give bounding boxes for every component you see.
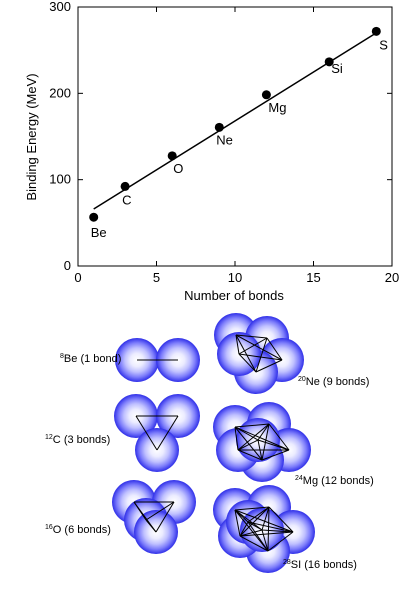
x-tick-label: 20 bbox=[385, 270, 399, 285]
y-tick-label: 100 bbox=[49, 172, 71, 187]
bond bbox=[268, 506, 294, 533]
cluster-label-si: 28SI (16 bonds) bbox=[283, 559, 357, 571]
cluster-label-ne: 20Ne (9 bonds) bbox=[298, 376, 369, 388]
bond bbox=[257, 423, 270, 441]
bond bbox=[238, 353, 283, 361]
cluster-c bbox=[114, 394, 200, 472]
bond bbox=[235, 334, 268, 339]
bond bbox=[239, 521, 249, 537]
bond bbox=[247, 506, 270, 523]
bond bbox=[135, 415, 158, 451]
cluster-o bbox=[112, 480, 196, 554]
data-point-o bbox=[167, 151, 177, 161]
bond bbox=[155, 501, 175, 533]
bond bbox=[267, 506, 270, 552]
bond bbox=[255, 337, 268, 373]
bond bbox=[247, 521, 269, 552]
point-label-si: Si bbox=[331, 61, 343, 76]
point-label-mg: Mg bbox=[268, 100, 286, 115]
point-label-s: S bbox=[379, 37, 388, 52]
y-tick-label: 200 bbox=[49, 85, 71, 100]
bond bbox=[237, 423, 270, 451]
plot-frame bbox=[77, 6, 393, 267]
bond bbox=[267, 531, 294, 552]
bond bbox=[145, 501, 175, 521]
bond bbox=[237, 439, 259, 451]
bond bbox=[261, 529, 269, 552]
y-tick-label: 300 bbox=[49, 0, 71, 14]
data-point-s bbox=[371, 26, 381, 36]
y-tick-label: 0 bbox=[64, 258, 71, 273]
bond bbox=[247, 521, 263, 531]
x-tick-label: 10 bbox=[228, 270, 242, 285]
cluster-be bbox=[115, 338, 200, 382]
data-point-mg bbox=[261, 90, 271, 100]
bond bbox=[234, 426, 259, 441]
cluster-ne bbox=[214, 313, 304, 394]
bond bbox=[235, 334, 257, 373]
bond bbox=[238, 337, 268, 355]
bond bbox=[239, 506, 270, 537]
point-label-ne: Ne bbox=[216, 132, 233, 147]
bond bbox=[234, 426, 290, 451]
bond bbox=[239, 529, 263, 537]
bond bbox=[237, 449, 263, 461]
bond bbox=[247, 521, 294, 533]
x-tick-label: 15 bbox=[306, 270, 320, 285]
x-axis-label: Number of bonds bbox=[184, 288, 284, 303]
cluster-diagrams: 8Be (1 bond) 12C (3 bonds) 16O (6 bonds)… bbox=[45, 313, 374, 573]
point-label-c: C bbox=[122, 192, 131, 207]
bond bbox=[234, 509, 269, 552]
cluster-si bbox=[213, 485, 315, 573]
fit-line bbox=[93, 32, 377, 210]
bond bbox=[238, 353, 257, 373]
point-label-o: O bbox=[173, 161, 183, 176]
bond bbox=[234, 509, 263, 531]
y-axis-label: Binding Energy (MeV) bbox=[24, 73, 39, 200]
data-point-si bbox=[324, 57, 334, 67]
bond bbox=[257, 439, 263, 461]
bond bbox=[266, 337, 283, 361]
bond bbox=[234, 426, 239, 451]
point-label-be: Be bbox=[91, 225, 107, 240]
data-point-be bbox=[89, 212, 99, 222]
bond bbox=[234, 423, 270, 428]
bond bbox=[261, 506, 270, 531]
bond bbox=[235, 334, 240, 355]
x-tick-label: 5 bbox=[153, 270, 160, 285]
bond bbox=[261, 449, 290, 461]
bond bbox=[239, 535, 269, 552]
bond bbox=[255, 359, 283, 373]
bond bbox=[235, 334, 283, 361]
data-point-c bbox=[120, 181, 130, 191]
x-tick-label: 0 bbox=[74, 270, 81, 285]
cluster-label-mg: 24Mg (12 bonds) bbox=[295, 475, 374, 487]
bond bbox=[268, 423, 290, 451]
cluster-label-be: 8Be (1 bond) bbox=[60, 353, 121, 365]
bond bbox=[234, 509, 294, 533]
cluster-label-c: 12C (3 bonds) bbox=[45, 434, 110, 446]
cluster-label-o: 16O (6 bonds) bbox=[45, 524, 111, 536]
bond bbox=[145, 519, 157, 533]
bond bbox=[239, 531, 294, 537]
bond bbox=[234, 509, 241, 537]
bond bbox=[257, 439, 290, 451]
cluster-mg bbox=[213, 402, 311, 482]
data-point-ne bbox=[214, 122, 224, 132]
bond bbox=[261, 529, 294, 533]
bond bbox=[234, 426, 263, 461]
bond bbox=[234, 506, 270, 511]
bond bbox=[156, 415, 179, 451]
